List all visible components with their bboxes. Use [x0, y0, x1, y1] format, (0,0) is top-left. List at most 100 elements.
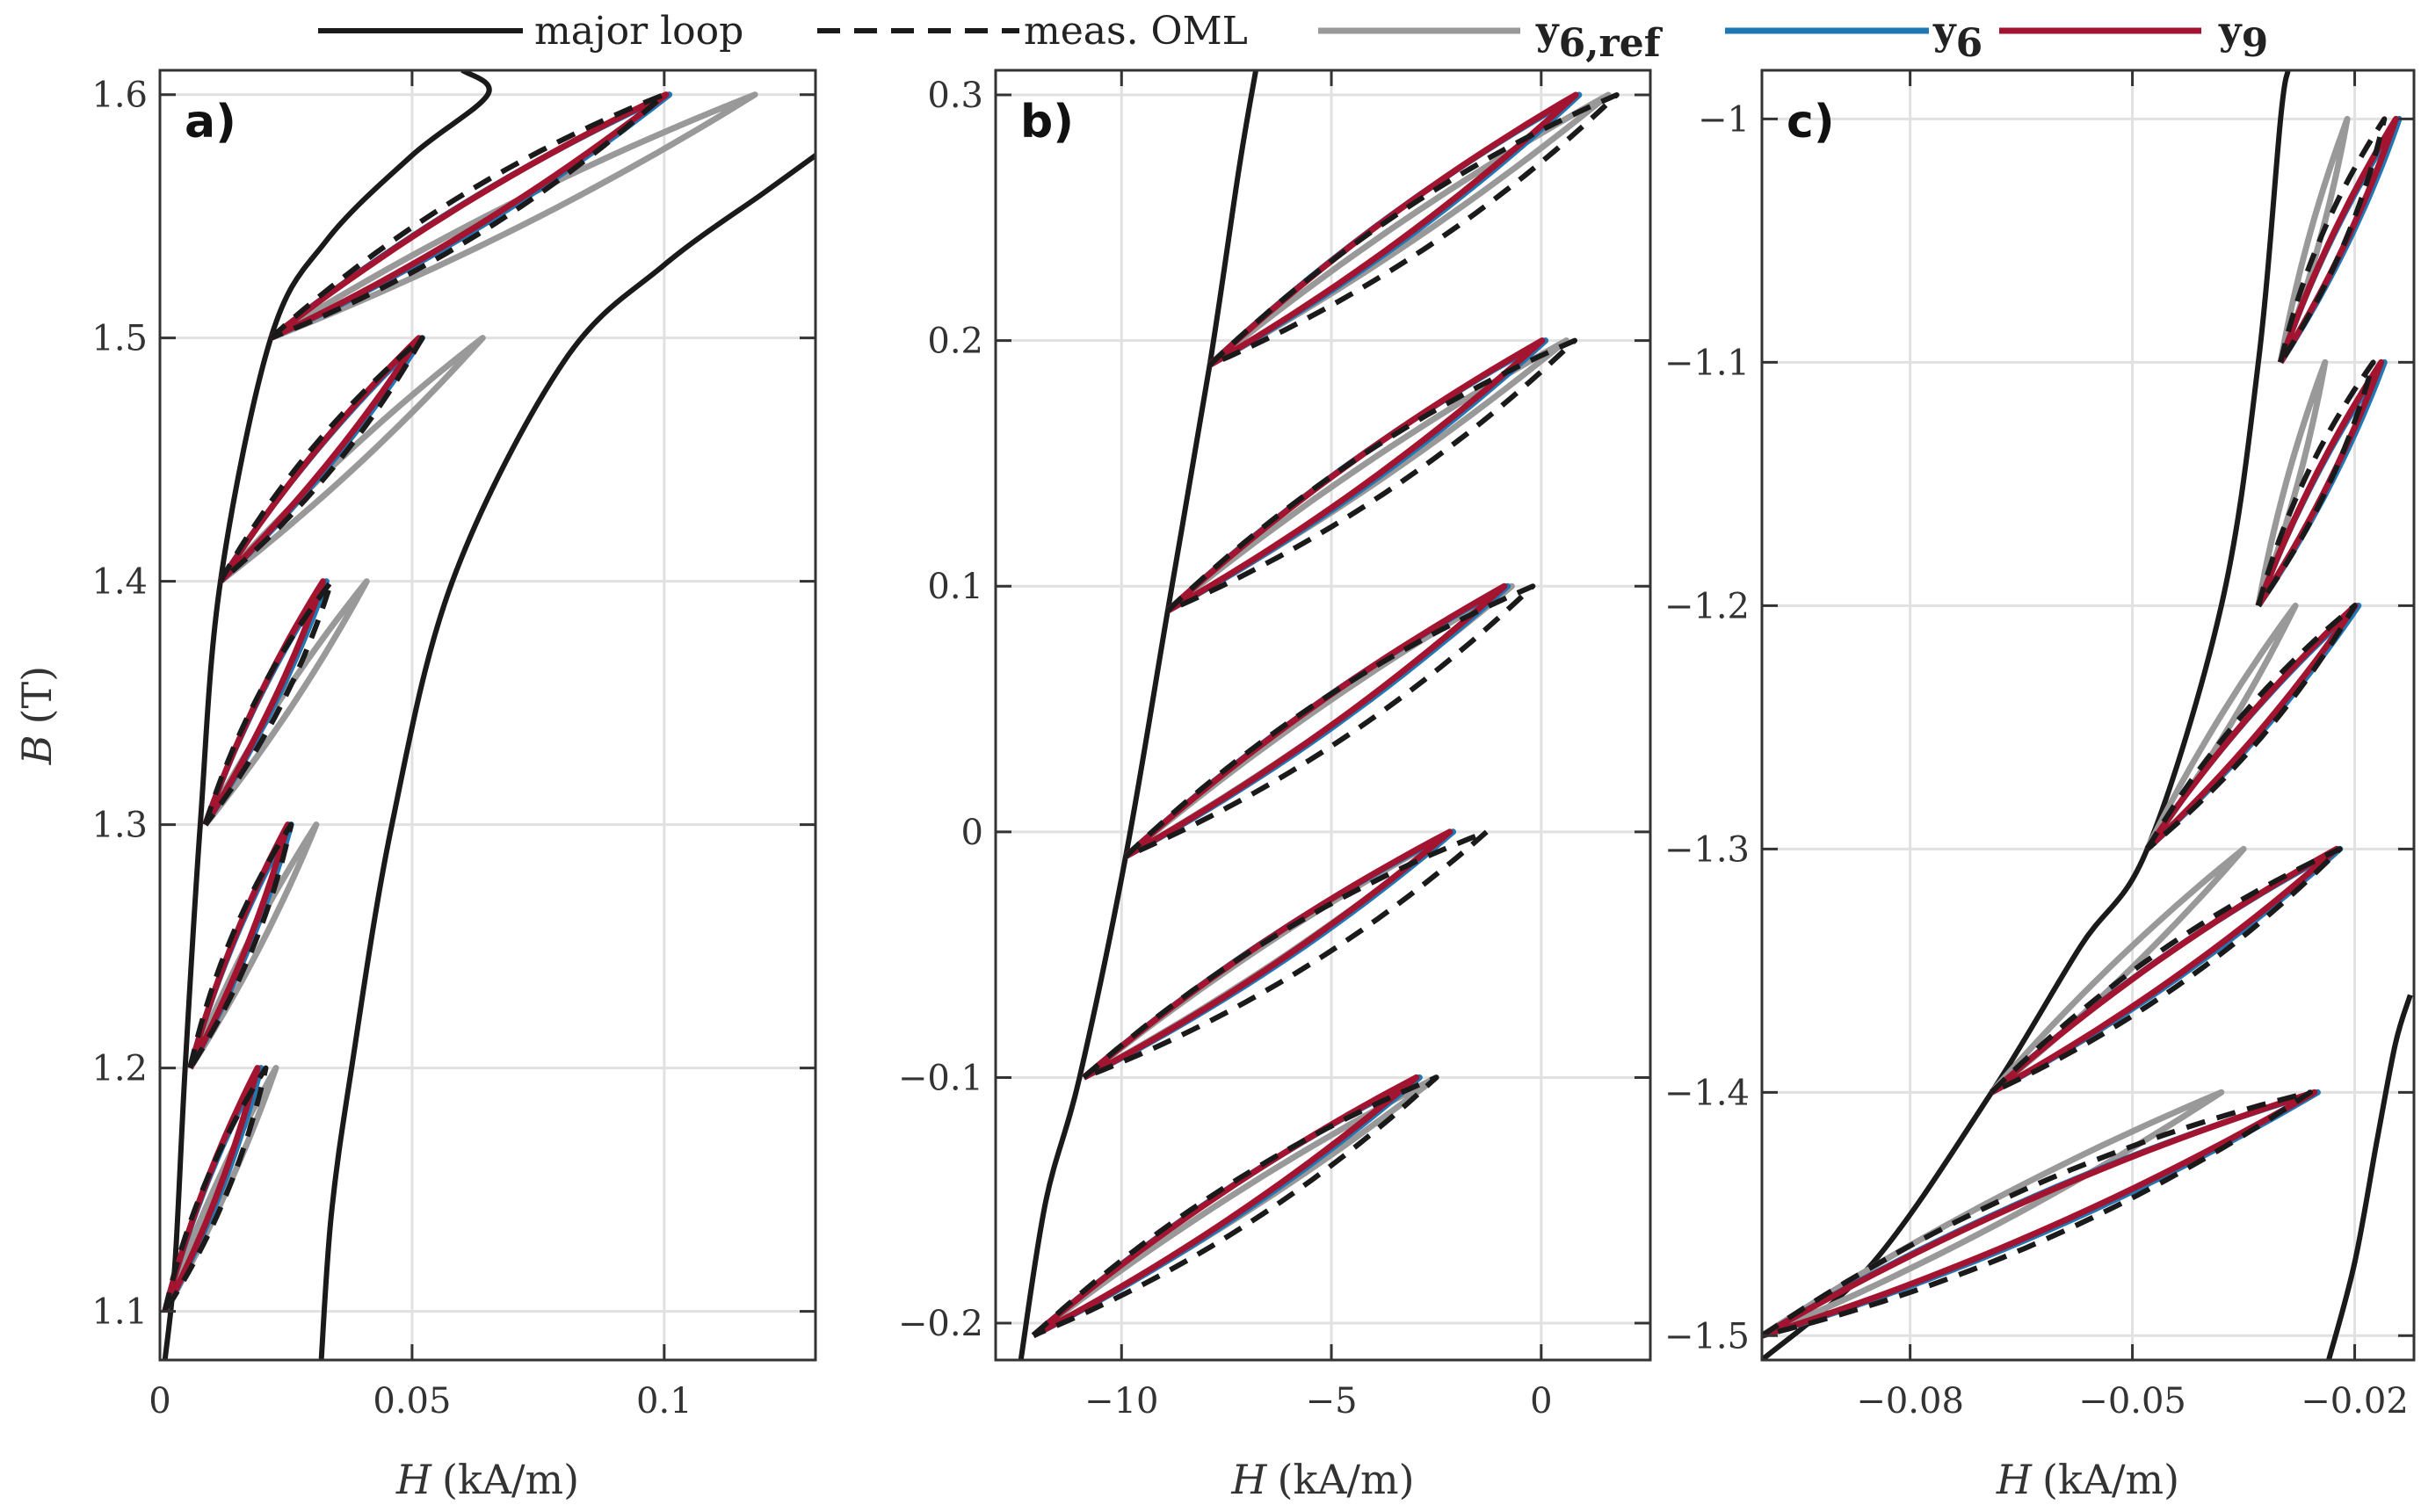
meas-oml-loop: [1762, 1089, 2313, 1339]
x-tick-label: −10: [1084, 1381, 1158, 1422]
major-loop-branch: [318, 153, 815, 1360]
x-axis-unit: (kA/m): [1278, 1456, 1415, 1503]
x-axis-var: H: [395, 1456, 432, 1503]
major-loop-branch: [1018, 70, 1259, 1360]
x-tick-label: 0.05: [373, 1381, 451, 1422]
meas-oml-loop: [1123, 583, 1536, 859]
legend-y6-sub: 6: [1956, 21, 1983, 66]
y9-loop: [1207, 91, 1579, 368]
axes-frame-a: [158, 69, 817, 1362]
meas-oml-loop: [162, 1065, 269, 1313]
y-tick-label: 1.1: [91, 1292, 148, 1333]
y6ref-loop: [187, 821, 320, 1070]
y9-loop: [217, 335, 423, 584]
x-axis-label-b: H (kA/m): [1230, 1456, 1414, 1503]
plot-area-a: [160, 70, 815, 1360]
y-axis-unit: (T): [13, 666, 61, 725]
x-tick-label: 0: [1530, 1381, 1552, 1422]
plot-content-c: [1762, 70, 2413, 1360]
minor-loop: [162, 1065, 279, 1313]
meas-oml-loop: [269, 91, 667, 341]
y9-loop: [162, 1065, 261, 1313]
y-tick-label: 0: [961, 813, 983, 853]
x-tick-label: −5: [1306, 1381, 1358, 1422]
minor-loop: [1165, 337, 1577, 614]
meas-oml-loop: [2144, 603, 2358, 851]
y9-loop: [1165, 337, 1546, 614]
y-tick-label: −0.1: [898, 1058, 983, 1098]
y-tick-label: 1.4: [91, 562, 148, 603]
meas-oml-loop: [1082, 828, 1490, 1081]
minor-loop: [202, 578, 370, 827]
y9-loop: [1123, 582, 1508, 859]
plot-content-b: [1018, 70, 1620, 1360]
legend-major-loop-label: major loop: [534, 9, 743, 54]
y-tick-label: −1.1: [1664, 343, 1750, 383]
x-axis-label-a: H (kA/m): [395, 1456, 579, 1503]
panel-label-c: c): [1787, 96, 1835, 148]
y6ref-loop: [269, 91, 758, 341]
legend-y9-sub: 9: [2242, 21, 2269, 66]
y-tick-label: −1.2: [1664, 586, 1750, 626]
meas-oml-loop: [187, 821, 294, 1070]
minor-loop: [187, 821, 320, 1070]
meas-oml-loop: [218, 335, 425, 583]
meas-oml-loop: [202, 578, 335, 827]
minor-loop: [2255, 358, 2388, 608]
panel-label-b: b): [1020, 96, 1074, 148]
minor-loop: [1031, 1074, 1439, 1339]
panel-b: −10 −5 0 −0.2 −0.1 0 0.1 0.2 0.3 b) H (kA/m): [898, 69, 1652, 1503]
grid-c: [1762, 70, 2414, 1360]
y-tick-label: −1.5: [1664, 1316, 1750, 1356]
meas-oml-loop: [1165, 337, 1577, 613]
y6ref-loop: [2277, 115, 2351, 364]
x-tick-label: 0: [149, 1381, 170, 1422]
y-tick-label: −1.4: [1664, 1073, 1750, 1113]
y9-loop: [202, 578, 327, 827]
y-tick-label: 0.3: [927, 76, 983, 116]
y-axis-var: B: [13, 734, 61, 765]
minor-loop: [1082, 828, 1490, 1081]
legend-y6-label: y6: [1932, 9, 1982, 66]
x-axis-label-c: H (kA/m): [1996, 1456, 2179, 1503]
legend-y6ref-label: y6,ref: [1535, 9, 1664, 66]
minor-loop: [217, 335, 486, 584]
legend-y9-label: y9: [2218, 9, 2268, 66]
y-axis-label: B (T): [13, 666, 61, 765]
y-tick-label: −0.2: [898, 1304, 983, 1344]
meas-oml-loop: [1990, 846, 2343, 1096]
minor-loop: [269, 91, 758, 341]
y-tick-label: 1.5: [91, 319, 148, 359]
panel-a: 0 0.05 0.1 1.1 1.2 1.3 1.4 1.5 1.6 a) H (kA/m) B (T): [13, 69, 817, 1503]
meas-oml-loop: [2256, 359, 2376, 608]
panel-label-a: a): [185, 96, 236, 148]
legend-meas-oml-label: meas. OML: [1024, 9, 1248, 54]
x-tick-label: −0.08: [1856, 1381, 1964, 1422]
y-tick-label: 0.1: [927, 567, 983, 607]
y-tick-label: 1.2: [91, 1049, 148, 1089]
y-tick-label: 1.6: [91, 76, 148, 116]
legend: major loop meas. OML y6,ref y6 y9: [318, 9, 2268, 66]
y6ref-loop: [2255, 358, 2329, 607]
minor-loop: [1123, 582, 1536, 859]
legend-y6ref-sub: 6,ref: [1559, 21, 1664, 66]
x-tick-label: −0.05: [2078, 1381, 2186, 1422]
meas-oml-loop: [2278, 116, 2388, 365]
y-tick-label: −1.3: [1664, 829, 1750, 870]
meas-oml-loop: [1207, 92, 1620, 368]
y9-loop: [1762, 1089, 2318, 1339]
axes-frame-c: [1760, 69, 2416, 1362]
legend-y6ref-base: y: [1535, 9, 1560, 54]
x-tick-label: 0.1: [636, 1381, 692, 1422]
x-axis-var: H: [1230, 1456, 1267, 1503]
y-tick-label: 0.2: [927, 322, 983, 362]
minor-loop: [1989, 845, 2344, 1096]
y9-loop: [187, 821, 291, 1070]
legend-y6-base: y: [1932, 9, 1957, 54]
plot-content-a: [162, 70, 815, 1360]
y9-loop: [1031, 1074, 1420, 1339]
x-axis-var: H: [1996, 1456, 2033, 1503]
axes-frame-b: [994, 69, 1652, 1362]
y-tick-label: 1.3: [91, 806, 148, 846]
